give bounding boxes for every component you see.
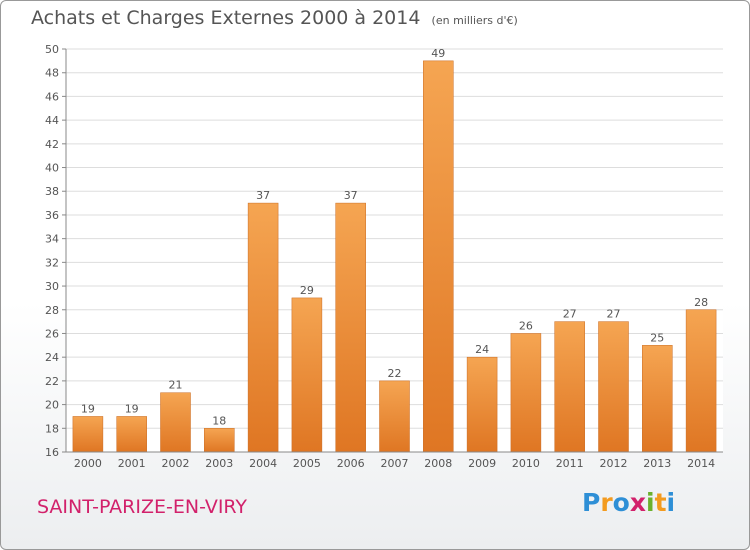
- labels: 16 18 20 22 24 26 28 30 32 34 36 38 40 42 44 46 48 50 19 20…: [45, 43, 715, 470]
- bar-value-label: 21: [169, 379, 183, 392]
- x-tick-label: 2002: [162, 457, 190, 470]
- y-tick-label: 50: [45, 43, 59, 56]
- y-tick-label: 30: [45, 280, 59, 293]
- chart-title-main: Achats et Charges Externes 2000 à 2014: [31, 7, 421, 29]
- bar-value-label: 26: [519, 319, 533, 332]
- chart-title-unit: (en milliers d'€): [431, 14, 518, 27]
- bar: [598, 321, 629, 453]
- logo-letter: x: [629, 488, 646, 517]
- x-tick-label: 2000: [74, 457, 102, 470]
- axes: [62, 48, 723, 453]
- x-tick-label: 2013: [643, 457, 671, 470]
- bar-value-label: 29: [300, 284, 314, 297]
- x-tick-label: 2006: [337, 457, 365, 470]
- bar: [291, 297, 323, 453]
- bar-value-label: 18: [212, 414, 226, 427]
- x-tick-label: 2008: [424, 457, 452, 470]
- bar: [554, 321, 585, 453]
- bar: [335, 202, 366, 453]
- x-tick-label: 2014: [687, 457, 715, 470]
- bar: [204, 428, 235, 453]
- bar: [466, 356, 498, 453]
- commune-name: SAINT-PARIZE-EN-VIRY: [37, 496, 248, 518]
- bar-value-label: 27: [607, 308, 621, 321]
- chart-title: Achats et Charges Externes 2000 à 2014 (…: [31, 7, 518, 29]
- x-tick-label: 2010: [512, 457, 540, 470]
- logo-letter: r: [600, 488, 613, 517]
- y-tick-label: 32: [45, 256, 59, 269]
- y-tick-label: 24: [45, 351, 59, 364]
- y-tick-label: 22: [45, 375, 59, 388]
- bar: [72, 416, 104, 453]
- bar: [510, 333, 542, 453]
- bar-value-label: 37: [344, 189, 358, 202]
- bar: [160, 392, 191, 453]
- y-tick-label: 42: [45, 138, 59, 151]
- bar-value-label: 27: [563, 308, 577, 321]
- x-tick-label: 2003: [205, 457, 233, 470]
- y-tick-label: 18: [45, 422, 59, 435]
- logo-letter: t: [654, 488, 667, 517]
- bar-value-label: 22: [388, 367, 402, 380]
- bar: [247, 202, 279, 453]
- logo-letter: P: [582, 488, 601, 517]
- bar-value-label: 37: [256, 189, 270, 202]
- y-tick-label: 26: [45, 327, 59, 340]
- logo-letter: o: [612, 488, 630, 517]
- bar-value-label: 19: [125, 402, 139, 415]
- logo-letter: i: [666, 488, 676, 517]
- y-tick-label: 40: [45, 162, 59, 175]
- bar: [423, 60, 454, 453]
- bar-value-label: 24: [475, 343, 489, 356]
- x-tick-label: 2004: [249, 457, 277, 470]
- y-tick-label: 28: [45, 304, 59, 317]
- x-tick-label: 2007: [381, 457, 409, 470]
- x-tick-label: 2012: [600, 457, 628, 470]
- bar-value-label: 19: [81, 402, 95, 415]
- y-tick-label: 46: [45, 90, 59, 103]
- x-tick-label: 2011: [556, 457, 584, 470]
- y-tick-label: 36: [45, 209, 59, 222]
- x-tick-label: 2009: [468, 457, 496, 470]
- bar: [379, 380, 410, 453]
- logo-letter: i: [646, 488, 655, 517]
- bars: [72, 60, 717, 453]
- bar-value-label: 49: [431, 47, 445, 60]
- proxiti-logo: Proxiti: [582, 488, 675, 517]
- bar: [116, 416, 147, 453]
- y-tick-label: 34: [45, 233, 59, 246]
- y-tick-label: 48: [45, 67, 59, 80]
- bar: [685, 309, 717, 453]
- x-tick-label: 2001: [118, 457, 146, 470]
- y-tick-label: 20: [45, 399, 59, 412]
- y-tick-label: 38: [45, 185, 59, 198]
- x-tick-label: 2005: [293, 457, 321, 470]
- y-tick-label: 44: [45, 114, 59, 127]
- bar-value-label: 28: [694, 296, 708, 309]
- bar: [642, 345, 673, 453]
- y-tick-label: 16: [45, 446, 59, 459]
- bar-value-label: 25: [650, 331, 664, 344]
